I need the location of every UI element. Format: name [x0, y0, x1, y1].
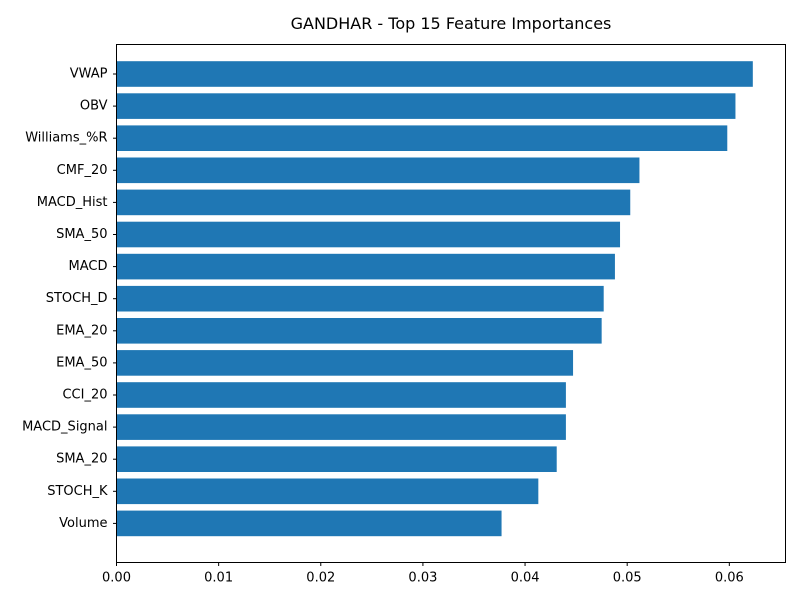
bars-group [116, 61, 753, 537]
x-tick-label: 0.06 [715, 571, 744, 586]
bar-ema-20 [116, 318, 602, 344]
x-axis-ticks: 0.00 0.01 0.02 0.03 0.04 0.05 0.06 [102, 562, 744, 586]
y-tick-label: MACD_Hist [37, 195, 108, 210]
x-tick-label: 0.04 [511, 571, 540, 586]
bar-cmf-20 [116, 157, 640, 184]
bar-sma-50 [116, 221, 621, 248]
y-tick-label: Williams_%R [25, 131, 107, 146]
y-tick-label: EMA_20 [56, 323, 107, 338]
y-tick-label: Volume [59, 516, 107, 531]
x-tick-label: 0.05 [613, 571, 642, 586]
y-tick-label: EMA_50 [56, 355, 107, 370]
x-tick-label: 0.00 [102, 571, 131, 586]
bar-macd [116, 253, 615, 280]
bar-volume [116, 510, 502, 537]
y-tick-label: SMA_20 [56, 452, 107, 467]
bar-williams-r [116, 125, 728, 151]
bar-ema-50 [116, 350, 574, 376]
y-tick-label: CCI_20 [62, 388, 107, 403]
y-tick-label: MACD [69, 259, 108, 274]
bar-stoch-k [116, 478, 539, 505]
bar-macd-hist [116, 189, 631, 216]
axes-frame [116, 44, 786, 563]
y-tick-label: STOCH_K [47, 484, 108, 499]
y-axis-labels: VWAP OBV Williams_%R CMF_20 MACD_Hist SMA_50 M… [22, 67, 117, 531]
y-tick-label: SMA_50 [56, 227, 107, 242]
chart-title: GANDHAR - Top 15 Feature Importances [291, 14, 612, 33]
bar-macd-signal [116, 414, 566, 440]
y-tick-label: VWAP [70, 67, 108, 82]
bar-sma-20 [116, 446, 557, 472]
x-tick-label: 0.01 [204, 571, 233, 586]
bar-obv [116, 93, 736, 119]
y-tick-label: OBV [80, 99, 108, 114]
y-tick-label: STOCH_D [46, 291, 108, 306]
y-tick-label: CMF_20 [57, 163, 108, 178]
x-tick-label: 0.03 [408, 571, 437, 586]
x-tick-label: 0.02 [306, 571, 335, 586]
bar-vwap [116, 61, 753, 87]
y-tick-label: MACD_Signal [22, 420, 107, 435]
bar-stoch-d [116, 285, 604, 312]
bar-cci-20 [116, 382, 566, 408]
